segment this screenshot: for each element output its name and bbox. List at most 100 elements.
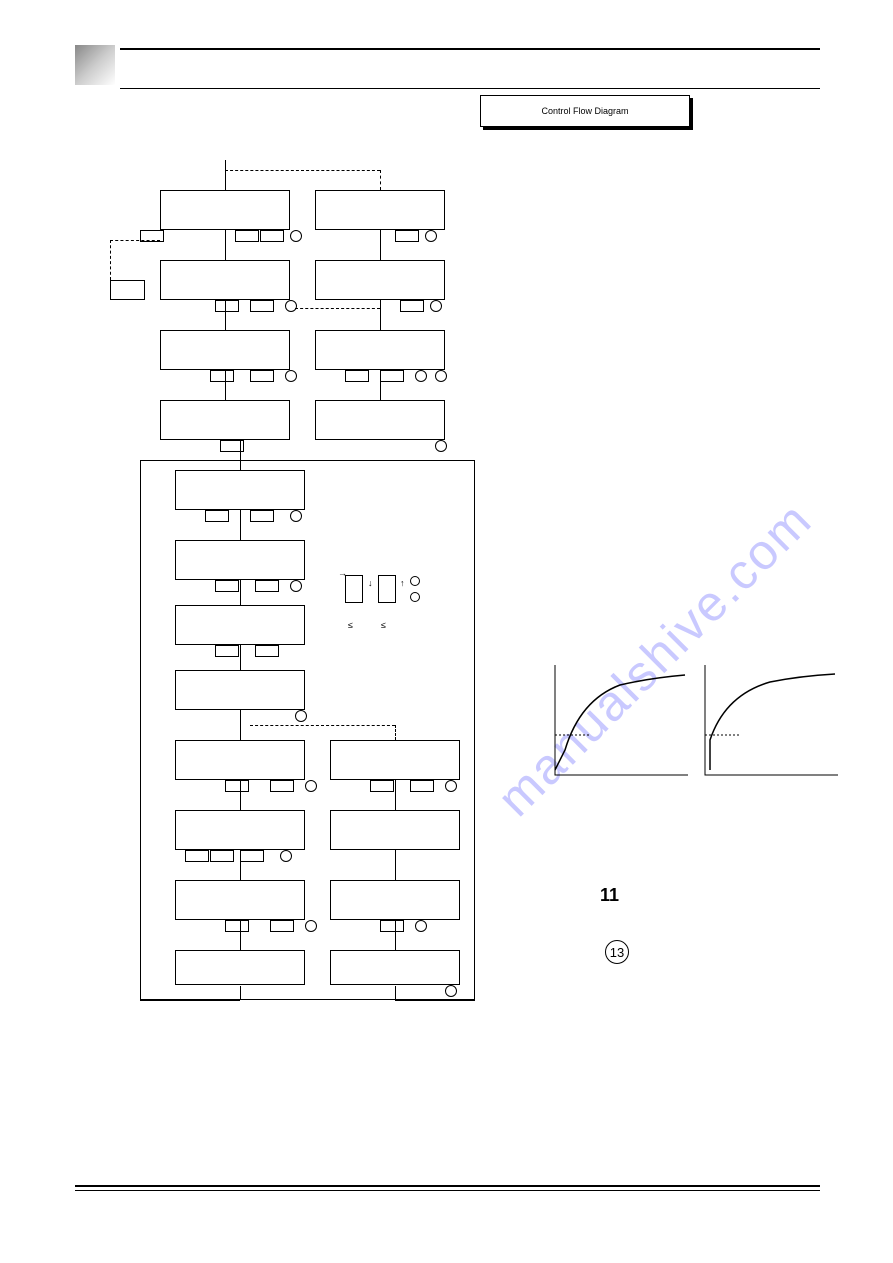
flow-line [110,240,160,241]
flow-box [330,950,460,985]
flow-connector-rect [255,580,279,592]
flow-box [175,605,305,645]
legend-arrow-down: ↓ [368,578,373,588]
flow-connector-rect [410,780,434,792]
flow-line [110,240,111,280]
flow-connector-rect [240,850,264,862]
flow-box [315,260,445,300]
flow-connector-rect [400,300,424,312]
flow-box [315,330,445,370]
flowchart: ≤ ≤ ↓ ↑ → [120,160,480,990]
flow-connector-rect [210,370,234,382]
flow-line [240,920,241,950]
flow-connector-rect [210,850,234,862]
flow-connector-circle [445,985,457,997]
flow-line [240,710,241,740]
flow-box [160,190,290,230]
legend-circle [410,592,420,602]
flow-line [240,580,241,605]
flow-line [395,850,396,880]
flow-line [225,160,226,190]
flow-connector-rect [345,370,369,382]
flow-box [160,330,290,370]
flow-box [175,950,305,985]
legend-label: ≤ [381,620,386,630]
flow-line [225,300,226,330]
flow-box [330,810,460,850]
title-box: Control Flow Diagram [480,95,690,127]
flow-line [225,170,380,171]
flow-connector-rect [260,230,284,242]
flow-line [240,440,241,470]
flow-line [240,645,241,670]
flow-line [140,1000,240,1001]
flow-connector-rect [215,580,239,592]
flow-box [315,190,445,230]
flow-connector-rect [225,780,249,792]
legend-arrow-right: → [338,568,347,578]
flow-connector-rect [235,230,259,242]
flow-connector-rect [250,370,274,382]
legend-rect [378,575,396,603]
flow-line [240,986,241,1000]
flow-connector-circle [415,920,427,932]
flow-connector-circle [435,370,447,382]
flow-connector-circle [290,580,302,592]
flow-line [240,850,241,880]
flow-connector-circle [295,710,307,722]
flow-connector-circle [305,780,317,792]
response-curve-chart [700,660,840,780]
response-curve-chart [550,660,690,780]
flow-line [395,725,396,740]
flow-connector-circle [435,440,447,452]
flow-box [175,670,305,710]
flow-box [175,810,305,850]
page-number-main: 11 [600,885,619,906]
flow-connector-circle [415,370,427,382]
flow-connector-circle [430,300,442,312]
flow-box [315,400,445,440]
flow-connector-circle [285,370,297,382]
header-rule-top [120,48,820,50]
flow-box [175,880,305,920]
flow-connector-rect [270,780,294,792]
flow-line [240,780,241,810]
flow-line [380,370,381,400]
flow-connector-rect [395,230,419,242]
title-text: Control Flow Diagram [541,106,628,116]
flow-connector-circle [280,850,292,862]
flow-connector-circle [290,510,302,522]
flow-connector-circle [290,230,302,242]
flow-line [380,170,381,190]
legend-arrow-up: ↑ [400,578,405,588]
footer-rule-bottom [75,1190,820,1191]
flow-line [395,780,396,810]
flow-connector-circle [445,780,457,792]
flow-box [175,540,305,580]
page-number-circled: 13 [605,940,629,964]
flow-line [380,300,381,330]
flow-box [160,260,290,300]
flow-connector-rect [250,300,274,312]
header-rule-bottom [120,88,820,89]
flow-line [395,1000,475,1001]
flow-connector-rect [255,645,279,657]
flow-connector-rect [370,780,394,792]
flow-line [295,308,380,309]
header-decoration [75,45,115,85]
flow-box [330,880,460,920]
flow-connector-rect [380,370,404,382]
flow-connector-rect [215,645,239,657]
flow-connector-rect [250,510,274,522]
flow-connector-circle [305,920,317,932]
flow-line [240,510,241,540]
legend-label: ≤ [348,620,353,630]
curve-charts [550,660,850,800]
flow-connector-rect [205,510,229,522]
flow-line [395,920,396,950]
legend-rect [345,575,363,603]
flow-line [225,370,226,400]
footer-rule-top [75,1185,820,1187]
flow-box [160,400,290,440]
flow-box [330,740,460,780]
